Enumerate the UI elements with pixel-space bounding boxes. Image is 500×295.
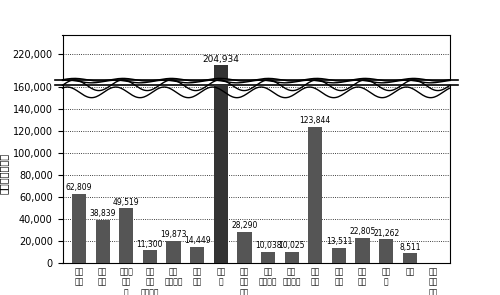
Bar	[356, 237, 370, 263]
Text: 38,839: 38,839	[90, 209, 116, 218]
Bar	[308, 125, 322, 216]
Bar	[308, 127, 322, 263]
Text: 49,519: 49,519	[113, 198, 140, 207]
Text: 22,805: 22,805	[350, 227, 376, 236]
Text: 13,511: 13,511	[326, 237, 352, 246]
Bar	[166, 241, 180, 263]
Bar	[72, 194, 86, 263]
Bar	[143, 250, 157, 263]
Bar	[119, 180, 134, 216]
Bar	[284, 209, 299, 216]
Text: 21,262: 21,262	[373, 229, 400, 238]
Bar	[214, 65, 228, 216]
Bar	[96, 188, 110, 216]
Text: 62,809: 62,809	[66, 183, 92, 192]
Bar	[190, 206, 204, 216]
Bar	[261, 252, 275, 263]
Bar	[119, 208, 134, 263]
Bar	[332, 248, 346, 263]
Text: 8,511: 8,511	[399, 242, 420, 252]
Text: 28,290: 28,290	[231, 221, 258, 230]
Y-axis label: 平均工賃（円）: 平均工賃（円）	[0, 153, 8, 194]
Bar	[379, 239, 394, 263]
Bar	[166, 202, 180, 216]
Text: 19,873: 19,873	[160, 230, 187, 239]
Text: 204,934: 204,934	[202, 55, 239, 64]
Bar	[238, 232, 252, 263]
Bar	[284, 252, 299, 263]
Bar	[96, 220, 110, 263]
Text: 10,025: 10,025	[278, 241, 305, 250]
Bar	[72, 170, 86, 216]
Text: 10,038: 10,038	[255, 241, 281, 250]
Text: 123,844: 123,844	[300, 116, 331, 125]
Text: 14,449: 14,449	[184, 236, 210, 245]
Bar	[190, 247, 204, 263]
Bar	[261, 209, 275, 216]
Bar	[238, 196, 252, 216]
Text: 11,300: 11,300	[136, 240, 163, 249]
Bar	[402, 210, 417, 216]
Bar	[356, 199, 370, 216]
Bar	[332, 206, 346, 216]
Bar	[379, 201, 394, 216]
Bar	[402, 253, 417, 263]
Bar	[214, 38, 228, 263]
Bar	[143, 208, 157, 216]
